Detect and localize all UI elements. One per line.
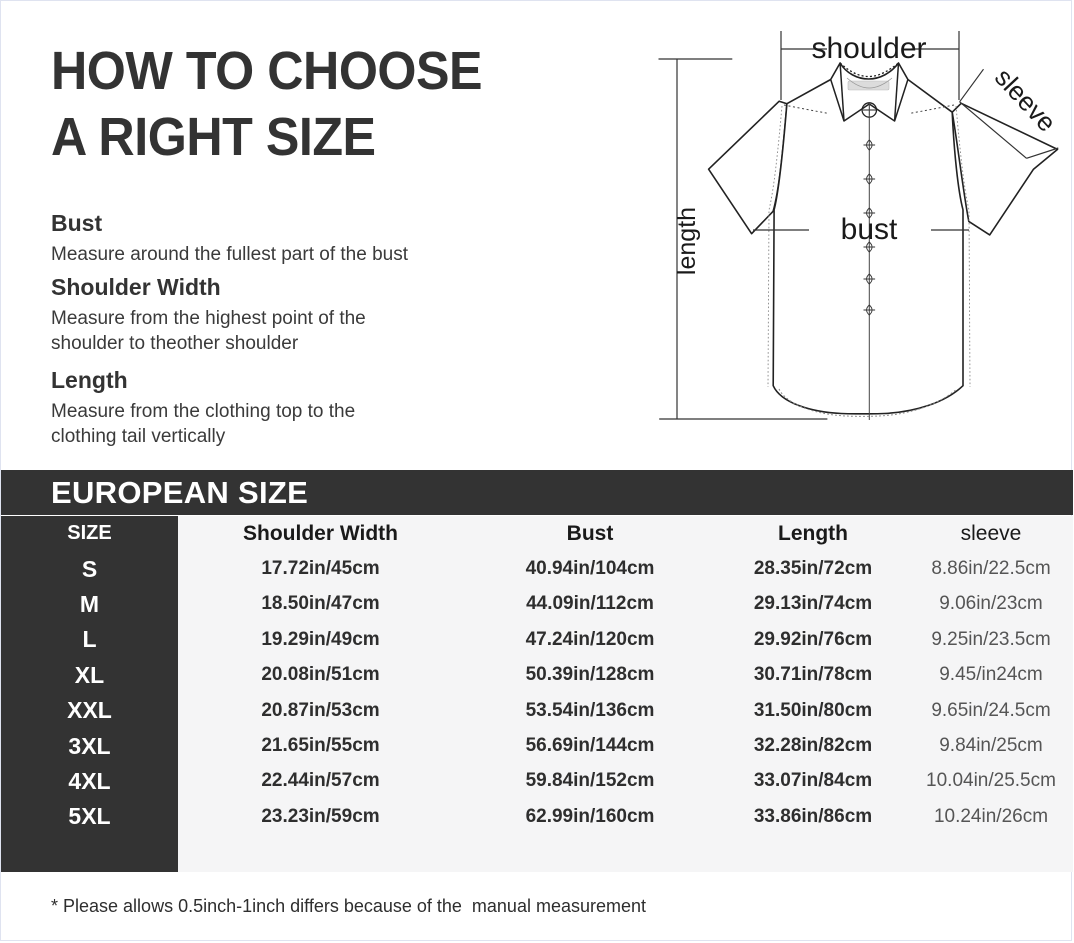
svg-text:bust: bust: [841, 213, 898, 246]
svg-text:shoulder: shoulder: [811, 32, 926, 65]
svg-text:length: length: [673, 207, 701, 275]
